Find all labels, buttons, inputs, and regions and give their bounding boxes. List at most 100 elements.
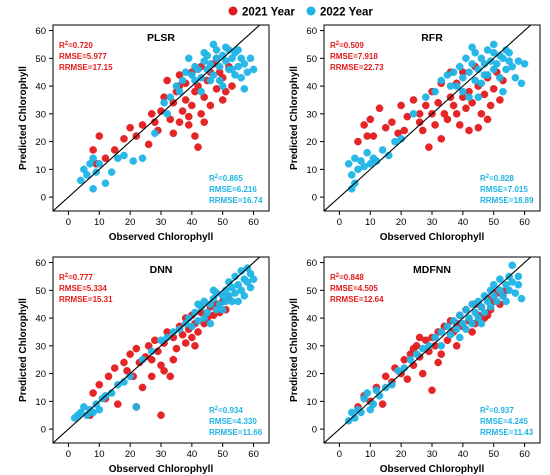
- point-2022: [492, 60, 501, 68]
- point-2022: [477, 79, 486, 88]
- reference-line-1to1: [324, 25, 532, 211]
- plot-border: [323, 256, 541, 444]
- x-tick-label: 0: [66, 217, 71, 228]
- point-2021: [378, 400, 387, 408]
- y-tick-label: 60: [306, 258, 317, 269]
- x-tick-label: 10: [94, 217, 105, 228]
- point-2021: [89, 146, 97, 154]
- point-2022: [477, 319, 486, 328]
- reference-line-1to1: [53, 25, 261, 211]
- point-2022: [452, 325, 461, 333]
- stats-2021-r2: R2=0.720: [59, 41, 93, 50]
- point-2021: [437, 350, 446, 358]
- point-2022: [197, 87, 205, 96]
- point-2021: [397, 101, 405, 110]
- point-2022: [129, 157, 138, 165]
- point-2022: [511, 289, 520, 297]
- point-2021: [101, 154, 110, 163]
- point-2021: [403, 375, 412, 383]
- point-2022: [240, 85, 249, 93]
- stats-2022-rrmse: RRMSE=11.66: [209, 428, 263, 437]
- point-2022: [218, 82, 227, 90]
- point-2021: [194, 143, 202, 151]
- plot-border: [52, 24, 270, 212]
- panel-title: MDFNN: [413, 264, 451, 276]
- x-tick-label: 60: [519, 217, 530, 228]
- x-tick-label: 60: [248, 217, 259, 228]
- point-2021: [110, 146, 119, 154]
- y-tick-label: 20: [35, 137, 46, 148]
- point-2022: [101, 179, 110, 188]
- point-2021: [489, 85, 498, 93]
- r2-superscript: 2: [65, 273, 69, 279]
- point-2021: [483, 115, 492, 124]
- x-tick-label: 20: [396, 217, 407, 228]
- point-2022: [455, 333, 464, 342]
- stats-2022-rrmse: RRMSE=11.43: [480, 428, 534, 437]
- point-2021: [95, 132, 104, 140]
- point-2022: [228, 65, 236, 74]
- point-2022: [194, 65, 202, 74]
- point-2022: [496, 73, 504, 82]
- y-axis-title: Predicted Chlorophyll: [289, 66, 300, 170]
- point-2021: [144, 140, 153, 149]
- point-2021: [126, 350, 134, 358]
- y-axis-title: Predicted Chlorophyll: [289, 298, 300, 402]
- point-2022: [246, 54, 255, 63]
- point-2021: [477, 110, 486, 118]
- point-2022: [449, 68, 458, 76]
- point-2022: [468, 43, 476, 52]
- point-2021: [360, 121, 368, 129]
- point-2022: [206, 60, 215, 68]
- point-2022: [215, 62, 224, 71]
- r2-superscript: 2: [215, 174, 219, 180]
- point-2021: [147, 372, 156, 381]
- stats-2022-rrmse: RRMSE=18.89: [480, 196, 534, 205]
- point-2022: [209, 40, 218, 49]
- point-2022: [132, 403, 141, 411]
- x-tick-label: 50: [217, 449, 228, 460]
- point-2022: [455, 62, 464, 71]
- y-tick-label: 20: [35, 369, 46, 380]
- point-2022: [237, 54, 246, 63]
- x-tick-label: 30: [427, 449, 438, 460]
- point-2021: [206, 101, 215, 110]
- y-tick-label: 10: [306, 397, 317, 408]
- stats-2021-r2: R2=0.777: [59, 273, 93, 282]
- x-tick-label: 50: [488, 217, 499, 228]
- legend-label-2022: 2022 Year: [320, 7, 373, 19]
- plot-border: [323, 24, 541, 212]
- point-2022: [234, 46, 242, 54]
- point-2022: [234, 297, 242, 306]
- point-2021: [434, 358, 442, 367]
- stats-2021-rmse: RMSE=4.505: [330, 284, 378, 293]
- point-2022: [406, 355, 415, 364]
- point-2021: [95, 380, 104, 389]
- point-2022: [465, 68, 473, 76]
- point-2021: [194, 328, 202, 336]
- y-tick-label: 20: [306, 137, 317, 148]
- point-2021: [147, 110, 156, 118]
- y-tick-label: 50: [35, 286, 46, 297]
- point-2021: [496, 96, 504, 104]
- point-2021: [110, 364, 119, 372]
- point-2022: [431, 87, 439, 96]
- stats-2021-r2: R2=0.848: [330, 273, 364, 282]
- point-2021: [157, 411, 165, 420]
- y-tick-label: 50: [35, 54, 46, 65]
- plot-area: [53, 257, 261, 443]
- point-2022: [489, 40, 498, 49]
- point-2021: [486, 101, 495, 110]
- point-2022: [378, 146, 387, 154]
- point-2022: [465, 93, 473, 101]
- plot-area: [324, 257, 532, 443]
- legend-marker-2021: [228, 6, 238, 16]
- x-axis-title: Observed Chlorophyll: [109, 464, 214, 475]
- x-tick-label: 40: [187, 449, 198, 460]
- stats-2022-rmse: RMSE=4.245: [480, 417, 528, 426]
- point-2022: [188, 322, 196, 331]
- stats-2021-rrmse: RRMSE=12.64: [330, 295, 384, 304]
- plot-area: [53, 25, 261, 211]
- x-tick-label: 40: [458, 449, 469, 460]
- point-2021: [184, 121, 193, 129]
